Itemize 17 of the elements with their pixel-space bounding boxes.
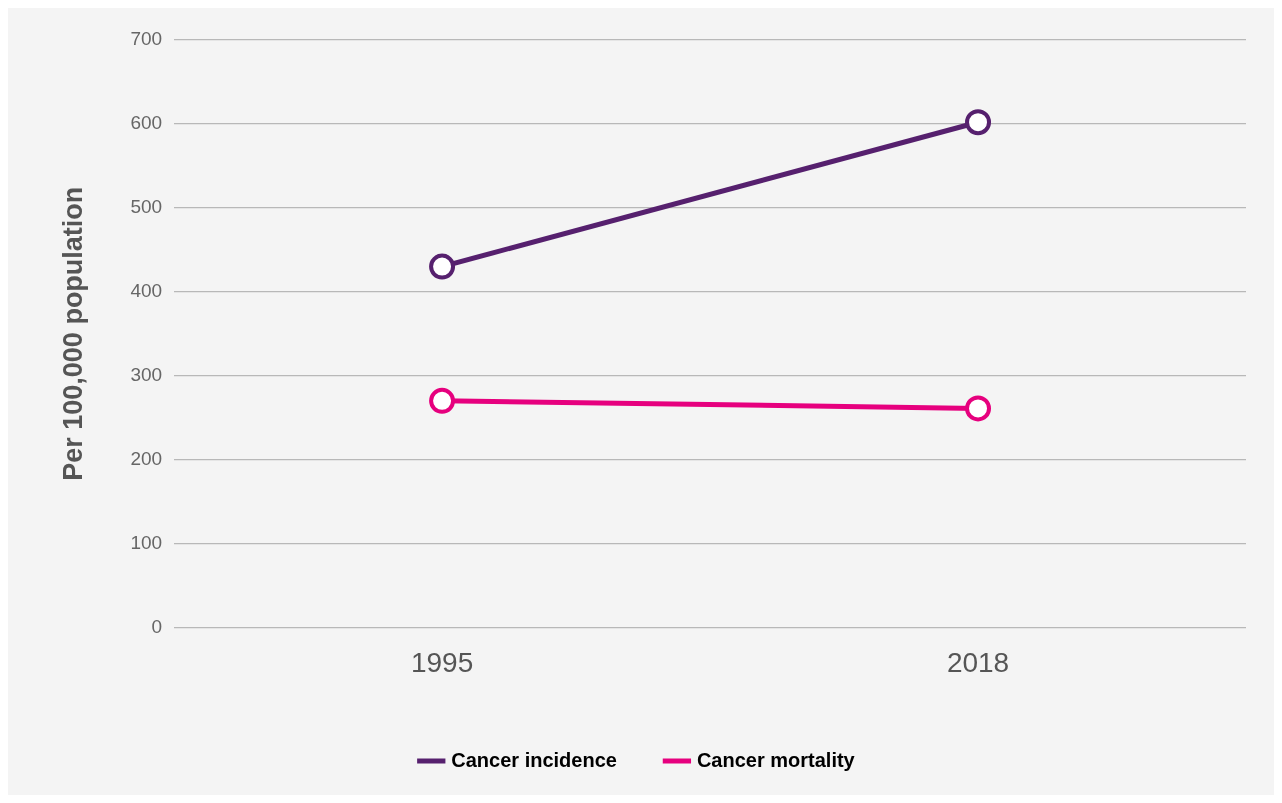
legend-label: Cancer mortality: [696, 748, 856, 771]
y-tick-label: 500: [130, 196, 163, 218]
y-tick-label: 400: [130, 279, 163, 301]
point: [429, 253, 456, 280]
x-tick-label: 1995: [410, 646, 474, 678]
point: [965, 109, 992, 136]
x-tick-label: 2018: [946, 646, 1010, 678]
y-tick-label: 600: [130, 112, 163, 134]
y-tick-label: 700: [130, 28, 163, 50]
y-axis-title: Per 100,000 population: [57, 186, 88, 481]
point: [965, 395, 992, 422]
y-tick-label: 0: [151, 615, 163, 637]
legend-label: Cancer incidence: [451, 748, 617, 771]
y-tick-label: 200: [130, 447, 163, 469]
y-tick-label: 300: [130, 363, 163, 385]
point: [429, 387, 456, 414]
y-tick-label: 100: [130, 531, 163, 553]
